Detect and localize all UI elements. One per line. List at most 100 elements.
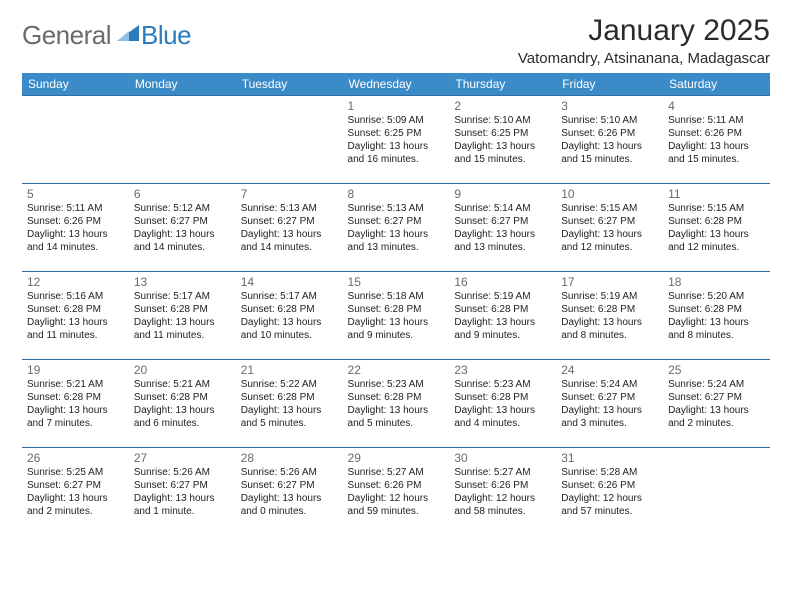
day-number: 24 (561, 363, 658, 378)
sunrise-line: Sunrise: 5:11 AM (668, 115, 765, 128)
daylight-line: Daylight: 13 hours and 8 minutes. (668, 317, 765, 343)
calendar-day-cell: 13Sunrise: 5:17 AMSunset: 6:28 PMDayligh… (129, 272, 236, 360)
sunrise-line: Sunrise: 5:23 AM (348, 379, 445, 392)
sunset-line: Sunset: 6:27 PM (241, 216, 338, 229)
sunset-line: Sunset: 6:28 PM (241, 392, 338, 405)
sunrise-line: Sunrise: 5:16 AM (27, 291, 124, 304)
sunrise-line: Sunrise: 5:13 AM (348, 203, 445, 216)
sunrise-line: Sunrise: 5:26 AM (241, 467, 338, 480)
day-header: Friday (556, 73, 663, 96)
day-number: 27 (134, 451, 231, 466)
day-number: 29 (348, 451, 445, 466)
sunrise-line: Sunrise: 5:15 AM (668, 203, 765, 216)
sunset-line: Sunset: 6:27 PM (454, 216, 551, 229)
sunrise-line: Sunrise: 5:15 AM (561, 203, 658, 216)
calendar-day-cell: 16Sunrise: 5:19 AMSunset: 6:28 PMDayligh… (449, 272, 556, 360)
day-number: 5 (27, 187, 124, 202)
day-header: Thursday (449, 73, 556, 96)
day-header: Saturday (663, 73, 770, 96)
sunset-line: Sunset: 6:27 PM (134, 480, 231, 493)
calendar-day-cell: 11Sunrise: 5:15 AMSunset: 6:28 PMDayligh… (663, 184, 770, 272)
daylight-line: Daylight: 13 hours and 2 minutes. (668, 405, 765, 431)
daylight-line: Daylight: 13 hours and 15 minutes. (561, 141, 658, 167)
daylight-line: Daylight: 13 hours and 5 minutes. (348, 405, 445, 431)
brand-logo: General Blue (22, 20, 191, 51)
calendar-week-row: 1Sunrise: 5:09 AMSunset: 6:25 PMDaylight… (22, 96, 770, 184)
sunset-line: Sunset: 6:28 PM (27, 392, 124, 405)
sunrise-line: Sunrise: 5:19 AM (561, 291, 658, 304)
daylight-line: Daylight: 13 hours and 0 minutes. (241, 493, 338, 519)
sunrise-line: Sunrise: 5:25 AM (27, 467, 124, 480)
sunset-line: Sunset: 6:26 PM (561, 480, 658, 493)
sunrise-line: Sunrise: 5:24 AM (668, 379, 765, 392)
calendar-day-cell: 21Sunrise: 5:22 AMSunset: 6:28 PMDayligh… (236, 360, 343, 448)
day-number: 17 (561, 275, 658, 290)
day-number: 30 (454, 451, 551, 466)
sunset-line: Sunset: 6:26 PM (348, 480, 445, 493)
daylight-line: Daylight: 13 hours and 5 minutes. (241, 405, 338, 431)
sunrise-line: Sunrise: 5:27 AM (454, 467, 551, 480)
daylight-line: Daylight: 13 hours and 15 minutes. (454, 141, 551, 167)
day-number: 28 (241, 451, 338, 466)
daylight-line: Daylight: 13 hours and 9 minutes. (348, 317, 445, 343)
sunset-line: Sunset: 6:26 PM (454, 480, 551, 493)
calendar-day-cell: 20Sunrise: 5:21 AMSunset: 6:28 PMDayligh… (129, 360, 236, 448)
month-title: January 2025 (518, 14, 770, 48)
sunrise-line: Sunrise: 5:27 AM (348, 467, 445, 480)
sunrise-line: Sunrise: 5:17 AM (241, 291, 338, 304)
sunset-line: Sunset: 6:28 PM (668, 216, 765, 229)
sunrise-line: Sunrise: 5:21 AM (134, 379, 231, 392)
daylight-line: Daylight: 13 hours and 14 minutes. (241, 229, 338, 255)
day-header: Wednesday (343, 73, 450, 96)
day-header: Sunday (22, 73, 129, 96)
daylight-line: Daylight: 13 hours and 13 minutes. (348, 229, 445, 255)
location-text: Vatomandry, Atsinanana, Madagascar (518, 50, 770, 67)
calendar-day-cell: 22Sunrise: 5:23 AMSunset: 6:28 PMDayligh… (343, 360, 450, 448)
sunset-line: Sunset: 6:26 PM (27, 216, 124, 229)
daylight-line: Daylight: 13 hours and 15 minutes. (668, 141, 765, 167)
calendar-day-cell: 12Sunrise: 5:16 AMSunset: 6:28 PMDayligh… (22, 272, 129, 360)
day-number: 20 (134, 363, 231, 378)
sunrise-line: Sunrise: 5:10 AM (561, 115, 658, 128)
sunset-line: Sunset: 6:27 PM (561, 216, 658, 229)
day-number: 11 (668, 187, 765, 202)
sunrise-line: Sunrise: 5:24 AM (561, 379, 658, 392)
calendar-day-cell: 28Sunrise: 5:26 AMSunset: 6:27 PMDayligh… (236, 448, 343, 536)
day-number: 2 (454, 99, 551, 114)
sunrise-line: Sunrise: 5:17 AM (134, 291, 231, 304)
daylight-line: Daylight: 13 hours and 1 minute. (134, 493, 231, 519)
calendar-empty-cell (236, 96, 343, 184)
sunset-line: Sunset: 6:28 PM (348, 392, 445, 405)
title-block: January 2025 Vatomandry, Atsinanana, Mad… (518, 14, 770, 67)
calendar-day-cell: 1Sunrise: 5:09 AMSunset: 6:25 PMDaylight… (343, 96, 450, 184)
calendar-day-cell: 15Sunrise: 5:18 AMSunset: 6:28 PMDayligh… (343, 272, 450, 360)
calendar-day-cell: 30Sunrise: 5:27 AMSunset: 6:26 PMDayligh… (449, 448, 556, 536)
calendar-day-cell: 25Sunrise: 5:24 AMSunset: 6:27 PMDayligh… (663, 360, 770, 448)
day-number: 23 (454, 363, 551, 378)
daylight-line: Daylight: 13 hours and 11 minutes. (134, 317, 231, 343)
daylight-line: Daylight: 13 hours and 2 minutes. (27, 493, 124, 519)
sunrise-line: Sunrise: 5:14 AM (454, 203, 551, 216)
sunset-line: Sunset: 6:27 PM (134, 216, 231, 229)
day-number: 31 (561, 451, 658, 466)
calendar-day-cell: 19Sunrise: 5:21 AMSunset: 6:28 PMDayligh… (22, 360, 129, 448)
sunset-line: Sunset: 6:27 PM (348, 216, 445, 229)
day-header: Monday (129, 73, 236, 96)
sunrise-line: Sunrise: 5:18 AM (348, 291, 445, 304)
calendar-day-cell: 31Sunrise: 5:28 AMSunset: 6:26 PMDayligh… (556, 448, 663, 536)
daylight-line: Daylight: 13 hours and 6 minutes. (134, 405, 231, 431)
daylight-line: Daylight: 12 hours and 58 minutes. (454, 493, 551, 519)
sunset-line: Sunset: 6:28 PM (561, 304, 658, 317)
daylight-line: Daylight: 13 hours and 3 minutes. (561, 405, 658, 431)
calendar-day-cell: 24Sunrise: 5:24 AMSunset: 6:27 PMDayligh… (556, 360, 663, 448)
day-number: 7 (241, 187, 338, 202)
calendar-day-cell: 17Sunrise: 5:19 AMSunset: 6:28 PMDayligh… (556, 272, 663, 360)
sunrise-line: Sunrise: 5:21 AM (27, 379, 124, 392)
daylight-line: Daylight: 13 hours and 7 minutes. (27, 405, 124, 431)
sunset-line: Sunset: 6:28 PM (454, 304, 551, 317)
day-number: 14 (241, 275, 338, 290)
calendar-week-row: 5Sunrise: 5:11 AMSunset: 6:26 PMDaylight… (22, 184, 770, 272)
day-number: 18 (668, 275, 765, 290)
sunset-line: Sunset: 6:27 PM (27, 480, 124, 493)
sunset-line: Sunset: 6:28 PM (134, 392, 231, 405)
